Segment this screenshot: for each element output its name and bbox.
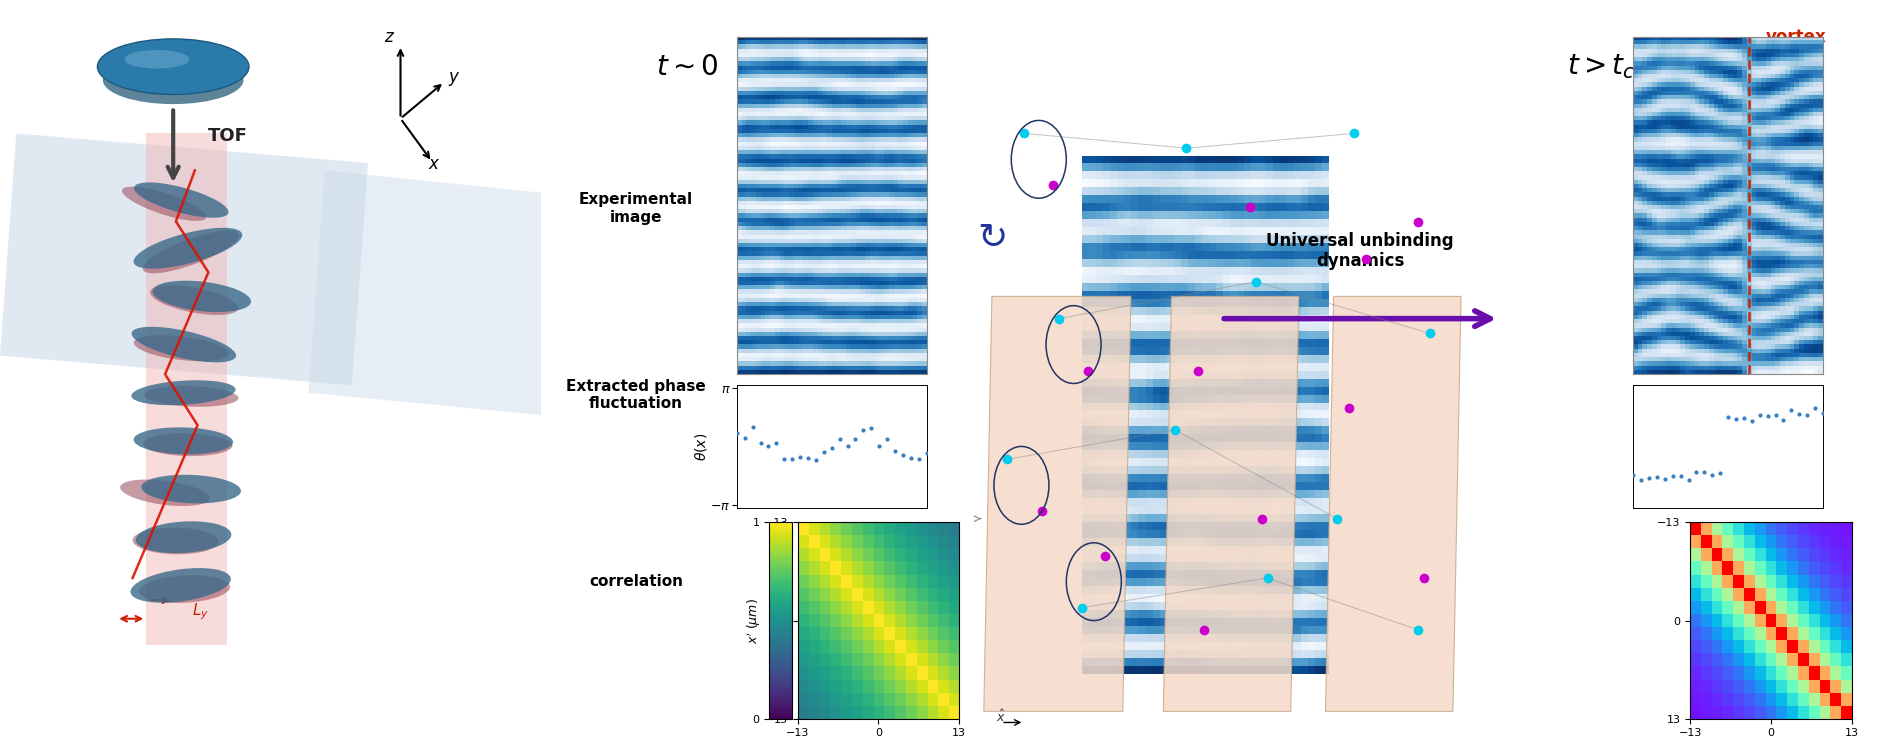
Ellipse shape [131, 380, 235, 405]
Point [911, 447, 941, 459]
Point [1727, 413, 1758, 425]
Ellipse shape [133, 227, 243, 269]
Ellipse shape [131, 568, 232, 602]
Point [809, 446, 839, 458]
Text: $y$: $y$ [448, 70, 461, 88]
Text: Universal unbinding
dynamics: Universal unbinding dynamics [1266, 232, 1454, 270]
Ellipse shape [133, 528, 218, 554]
Text: ↻: ↻ [977, 220, 1008, 254]
Point [1697, 469, 1727, 481]
Text: Extracted phase
fluctuation: Extracted phase fluctuation [566, 379, 706, 411]
Text: $L_y$: $L_y$ [192, 601, 209, 622]
Text: correlation: correlation [588, 574, 683, 589]
Point [1752, 410, 1782, 422]
Point [1689, 466, 1720, 478]
Text: $z$: $z$ [383, 28, 395, 46]
Point [729, 432, 759, 444]
Text: vortex: vortex [1765, 28, 1826, 46]
Ellipse shape [144, 386, 239, 407]
Point [1735, 416, 1765, 428]
Point [1744, 409, 1775, 421]
Point [879, 445, 909, 457]
Ellipse shape [140, 475, 241, 503]
Ellipse shape [97, 39, 249, 94]
Point [1617, 469, 1647, 481]
Ellipse shape [137, 521, 232, 554]
Point [896, 453, 926, 465]
Ellipse shape [133, 335, 228, 362]
Ellipse shape [120, 479, 209, 506]
Point [1759, 409, 1790, 421]
Polygon shape [1325, 296, 1460, 711]
Point [1799, 402, 1830, 413]
Point [776, 453, 807, 465]
Polygon shape [0, 133, 368, 385]
Text: $t > t_c$: $t > t_c$ [1566, 53, 1634, 81]
Ellipse shape [121, 187, 207, 221]
Point [1807, 408, 1837, 419]
Point [1775, 405, 1805, 416]
Y-axis label: $x'\ (\mu m)$: $x'\ (\mu m)$ [746, 598, 763, 643]
Point [1704, 467, 1735, 479]
Point [1625, 474, 1655, 486]
Point [1712, 411, 1742, 423]
Text: $\hat{x}$: $\hat{x}$ [996, 709, 1006, 725]
Ellipse shape [150, 285, 239, 315]
Point [754, 440, 784, 452]
Point [848, 424, 879, 436]
Point [1657, 471, 1687, 482]
Ellipse shape [135, 182, 228, 218]
Ellipse shape [142, 230, 239, 273]
Point [744, 437, 776, 449]
Point [839, 433, 869, 445]
Point [736, 422, 767, 433]
Text: TOF: TOF [209, 127, 249, 144]
Point [793, 452, 824, 464]
Point [888, 449, 919, 461]
Point [1649, 473, 1680, 485]
Text: $x$: $x$ [429, 155, 440, 173]
Ellipse shape [152, 281, 251, 312]
Point [769, 453, 799, 465]
Point [761, 437, 791, 449]
Point [856, 422, 886, 433]
Ellipse shape [125, 50, 190, 69]
Y-axis label: $\theta(x)$: $\theta(x)$ [693, 432, 708, 461]
Point [824, 433, 854, 445]
Text: Experimental
image: Experimental image [579, 192, 693, 225]
Point [1640, 471, 1672, 482]
Point [1792, 409, 1822, 421]
Point [864, 439, 894, 451]
Point [784, 451, 814, 462]
Point [1632, 473, 1663, 485]
Point [871, 433, 902, 445]
Polygon shape [1163, 296, 1298, 711]
Point [1672, 474, 1703, 486]
Polygon shape [983, 296, 1131, 711]
Point [1767, 413, 1797, 425]
Ellipse shape [139, 575, 230, 603]
Ellipse shape [131, 327, 235, 362]
Ellipse shape [133, 428, 233, 454]
Point [1782, 408, 1813, 420]
Point [903, 453, 934, 465]
Polygon shape [307, 170, 541, 415]
Polygon shape [146, 133, 228, 645]
Ellipse shape [142, 433, 232, 456]
Point [1680, 465, 1710, 477]
Point [1720, 413, 1750, 425]
Point [1665, 470, 1695, 482]
Point [801, 454, 831, 466]
Point [831, 440, 862, 452]
Point [721, 428, 752, 439]
Point [816, 442, 847, 454]
Text: $t \sim 0$: $t \sim 0$ [655, 53, 719, 81]
Ellipse shape [102, 56, 243, 104]
